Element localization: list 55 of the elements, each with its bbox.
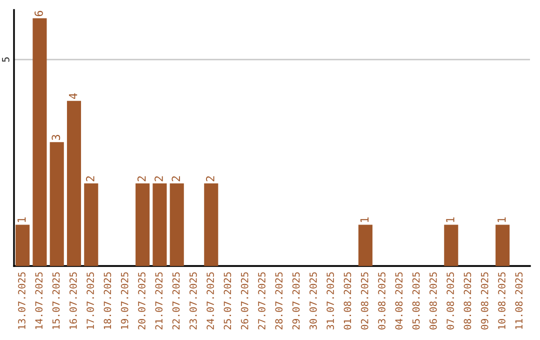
data-label: 2 [137, 176, 146, 182]
x-tick-label: 22.07.2025 [172, 272, 180, 330]
data-label: 2 [172, 176, 180, 182]
y-tick-label: 5 [2, 57, 10, 62]
bar [16, 224, 30, 266]
x-tick-label: 04.08.2025 [395, 272, 403, 330]
bar [152, 183, 167, 266]
bar [204, 183, 218, 266]
data-label: 2 [86, 176, 94, 182]
data-label: 1 [18, 217, 26, 222]
x-tick-label: 30.07.2025 [309, 272, 317, 330]
x-tick-label: 15.07.2025 [52, 272, 60, 329]
x-tick-label: 23.07.2025 [189, 272, 197, 330]
x-tick-label: 27.07.2025 [258, 272, 266, 330]
bar [50, 142, 64, 266]
x-tick-label: 01.08.2025 [344, 272, 352, 330]
data-label: 4 [68, 93, 78, 99]
x-tick-label: 26.07.2025 [240, 272, 248, 330]
bar [444, 224, 458, 266]
x-tick-label: 21.07.2025 [155, 272, 163, 330]
x-tick-label: 14.07.2025 [35, 272, 43, 329]
x-tick-label: 07.08.2025 [446, 272, 454, 330]
x-tick-label: 08.08.2025 [464, 272, 472, 330]
data-label: 2 [206, 176, 214, 182]
data-label: 1 [498, 217, 506, 222]
bar [496, 224, 510, 266]
bar [170, 183, 184, 266]
x-tick-label: 09.08.2025 [480, 272, 488, 330]
x-tick-label: 17.07.2025 [86, 272, 94, 329]
bar [84, 183, 98, 266]
x-tick-label: 06.08.2025 [429, 272, 437, 330]
data-label: 1 [446, 217, 454, 222]
x-tick-label: 31.07.2025 [326, 272, 334, 330]
data-label: 2 [154, 176, 163, 182]
x-tick-label: 18.07.2025 [104, 272, 112, 329]
bar [358, 224, 372, 266]
x-tick-label: 19.07.2025 [120, 272, 128, 329]
x-tick-label: 29.07.2025 [292, 272, 300, 330]
x-tick-label: 28.07.2025 [275, 272, 283, 330]
data-label: 1 [360, 217, 369, 222]
x-tick-label: 20.07.2025 [138, 272, 146, 330]
data-label: 3 [52, 134, 60, 140]
x-tick-label: 10.08.2025 [498, 272, 506, 329]
x-tick-label: 05.08.2025 [412, 272, 420, 330]
x-tick-label: 25.07.2025 [224, 272, 232, 330]
x-tick-label: 02.08.2025 [360, 272, 368, 330]
x-tick-label: 24.07.2025 [206, 272, 214, 330]
x-tick-label: 13.07.2025 [18, 272, 26, 329]
bar [136, 183, 150, 266]
x-tick-label: 16.07.2025 [69, 272, 77, 329]
bar [66, 100, 82, 266]
x-tick-label: 11.08.2025 [515, 272, 523, 329]
x-tick-label: 03.08.2025 [378, 272, 386, 330]
data-label: 6 [34, 10, 43, 16]
bar [32, 18, 47, 266]
